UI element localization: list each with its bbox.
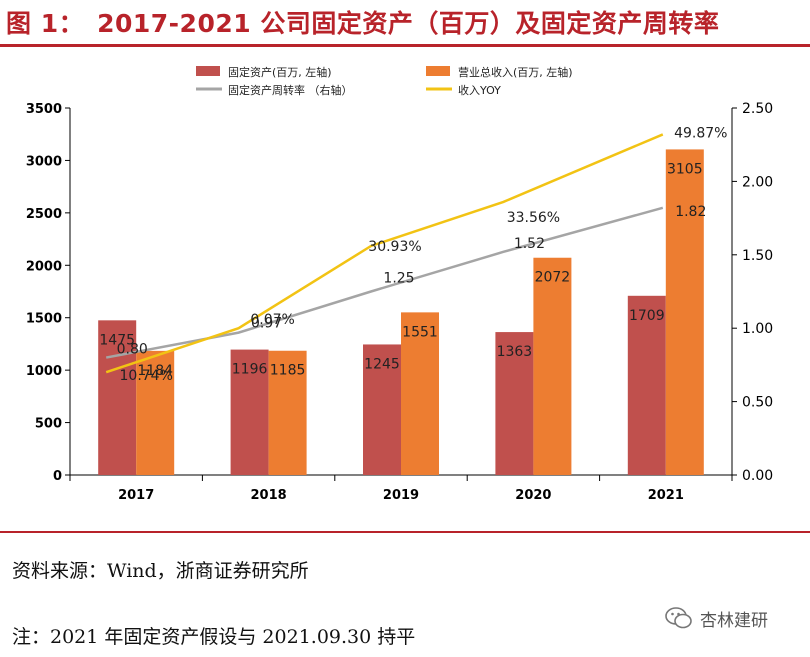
left-tick-label: 500: [35, 417, 62, 432]
fixed-assets-data-label: 1363: [497, 344, 533, 360]
revenue-bar: [268, 350, 307, 475]
left-tick-label: 3000: [26, 154, 62, 169]
x-tick-label: 2019: [383, 488, 419, 503]
turnover-legend-label: 固定资产周转率 （右轴）: [228, 83, 353, 97]
fixed_assets-legend-swatch: [196, 66, 220, 76]
fixed-assets-data-label: 1196: [232, 362, 268, 378]
page-title: 图 1： 2017-2021 公司固定资产（百万）及固定资产周转率: [6, 9, 720, 38]
right-tick-label: 1.00: [742, 321, 773, 337]
fixed-assets-bar: [363, 344, 401, 475]
footnote: 注：2021 年固定资产假设与 2021.09.30 持平: [12, 626, 416, 648]
yoy-legend-label: 收入YOY: [458, 83, 501, 97]
fixed-assets-data-label: 1709: [629, 308, 665, 324]
left-tick-label: 1000: [26, 364, 62, 379]
yoy-data-label: 33.56%: [507, 210, 560, 226]
yoy-data-label: 49.87%: [674, 125, 727, 141]
fixed-assets-bar: [98, 320, 137, 475]
data-labels: 1475 1196 1245 1363 1709 1184 1185 1551 2072 3105…: [99, 125, 727, 384]
turnover-data-label: 1.25: [383, 271, 414, 287]
revenue-data-label: 1184: [137, 363, 173, 379]
fixed-assets-bar: [627, 295, 666, 475]
right-tick-label: 1.50: [742, 248, 773, 264]
revenue-bar: [533, 257, 572, 475]
revenue-legend-label: 营业总收入(百万, 左轴): [458, 65, 573, 79]
yoy-data-label: 0.07%: [250, 312, 294, 328]
revenue-data-label: 1551: [402, 324, 438, 340]
right-tick-label: 0.00: [742, 468, 773, 484]
x-tick-label: 2020: [515, 488, 551, 503]
wechat-icon: [665, 607, 692, 629]
watermark: 杏林建研: [664, 605, 768, 631]
fixed-assets-data-label: 1245: [364, 356, 400, 372]
lines: [105, 133, 664, 374]
yoy-data-label: 10.74%: [120, 368, 173, 384]
fixed-assets-data-label: 1475: [99, 332, 135, 348]
left-tick-label: 1500: [26, 312, 62, 327]
revenue-data-label: 3105: [667, 161, 703, 177]
x-tick-label: 2017: [118, 488, 154, 503]
fixed-assets-bar: [495, 332, 534, 475]
x-tick-label: 2018: [251, 488, 287, 503]
revenue-bar: [136, 350, 175, 475]
fixed-assets-bar: [230, 349, 269, 475]
turnover-data-label: 0.97: [251, 316, 282, 332]
right-tick-label: 2.00: [742, 174, 773, 190]
revenue-bar: [665, 149, 704, 475]
left-tick-label: 3500: [26, 102, 62, 117]
revenue-legend-swatch: [426, 66, 450, 76]
left-tick-label: 2500: [26, 207, 62, 222]
left-tick-label: 0: [53, 469, 62, 484]
left-tick-label: 2000: [26, 259, 62, 274]
fixed_assets-legend-label: 固定资产(百万, 左轴): [228, 65, 332, 79]
yoy-data-label: 30.93%: [368, 239, 421, 255]
chart: 固定资产(百万, 左轴) 营业总收入(百万, 左轴) 固定资产周转率 （右轴） 收入Y…: [26, 65, 773, 503]
x-tick-label: 2021: [648, 488, 684, 503]
axes: 0 500 1000 1500 2000 2500 3000 3500 0.00 0.50 1.00…: [26, 101, 773, 503]
footer-divider: [0, 531, 810, 533]
right-tick-label: 0.50: [742, 395, 773, 411]
revenue-data-label: 2072: [535, 270, 571, 286]
source-note: 资料来源：Wind，浙商证券研究所: [12, 560, 309, 582]
right-tick-label: 2.50: [742, 101, 773, 117]
turnover-data-label: 0.80: [117, 342, 148, 358]
title-divider: [0, 44, 810, 47]
turnover-data-label: 1.82: [675, 204, 706, 220]
revenue-data-label: 1185: [270, 363, 306, 379]
revenue-bar: [401, 312, 439, 475]
watermark-text: 杏林建研: [700, 610, 768, 631]
bars: [98, 149, 704, 475]
legend: 固定资产(百万, 左轴) 营业总收入(百万, 左轴) 固定资产周转率 （右轴） 收入Y…: [196, 65, 573, 97]
turnover-data-label: 1.52: [514, 236, 545, 252]
